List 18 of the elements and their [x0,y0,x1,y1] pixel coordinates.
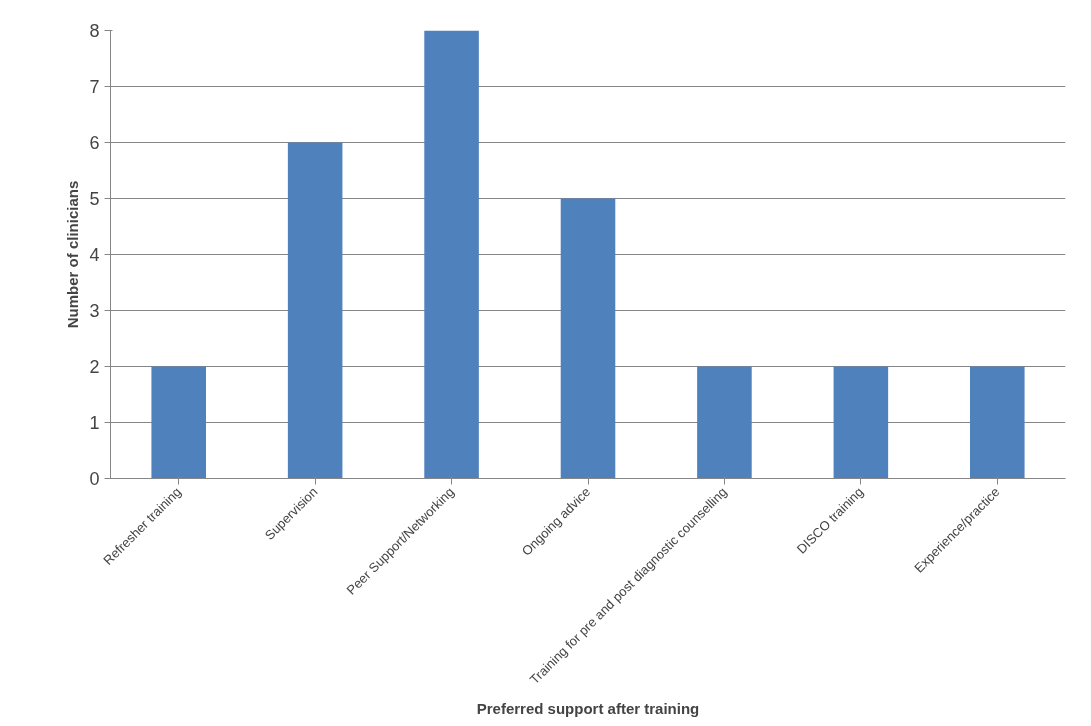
y-tick-label: 8 [89,21,100,41]
y-axis-title: Number of clinicians [64,180,82,329]
y-tick-label: 1 [89,413,100,433]
bar [833,366,889,479]
y-tick-label: 4 [89,245,100,265]
y-tick-label: 7 [89,77,100,97]
bar [970,366,1025,479]
y-tick-label: 3 [89,301,100,321]
bar [287,142,343,479]
y-tick-label: 0 [89,469,100,489]
bar [424,30,479,479]
bar [151,366,206,479]
bar [697,366,752,479]
y-tick-label: 2 [89,357,100,377]
y-tick-label: 6 [89,133,100,153]
x-axis-title: Preferred support after training [476,700,700,718]
y-tick-label: 5 [89,189,100,209]
bar [560,198,616,479]
